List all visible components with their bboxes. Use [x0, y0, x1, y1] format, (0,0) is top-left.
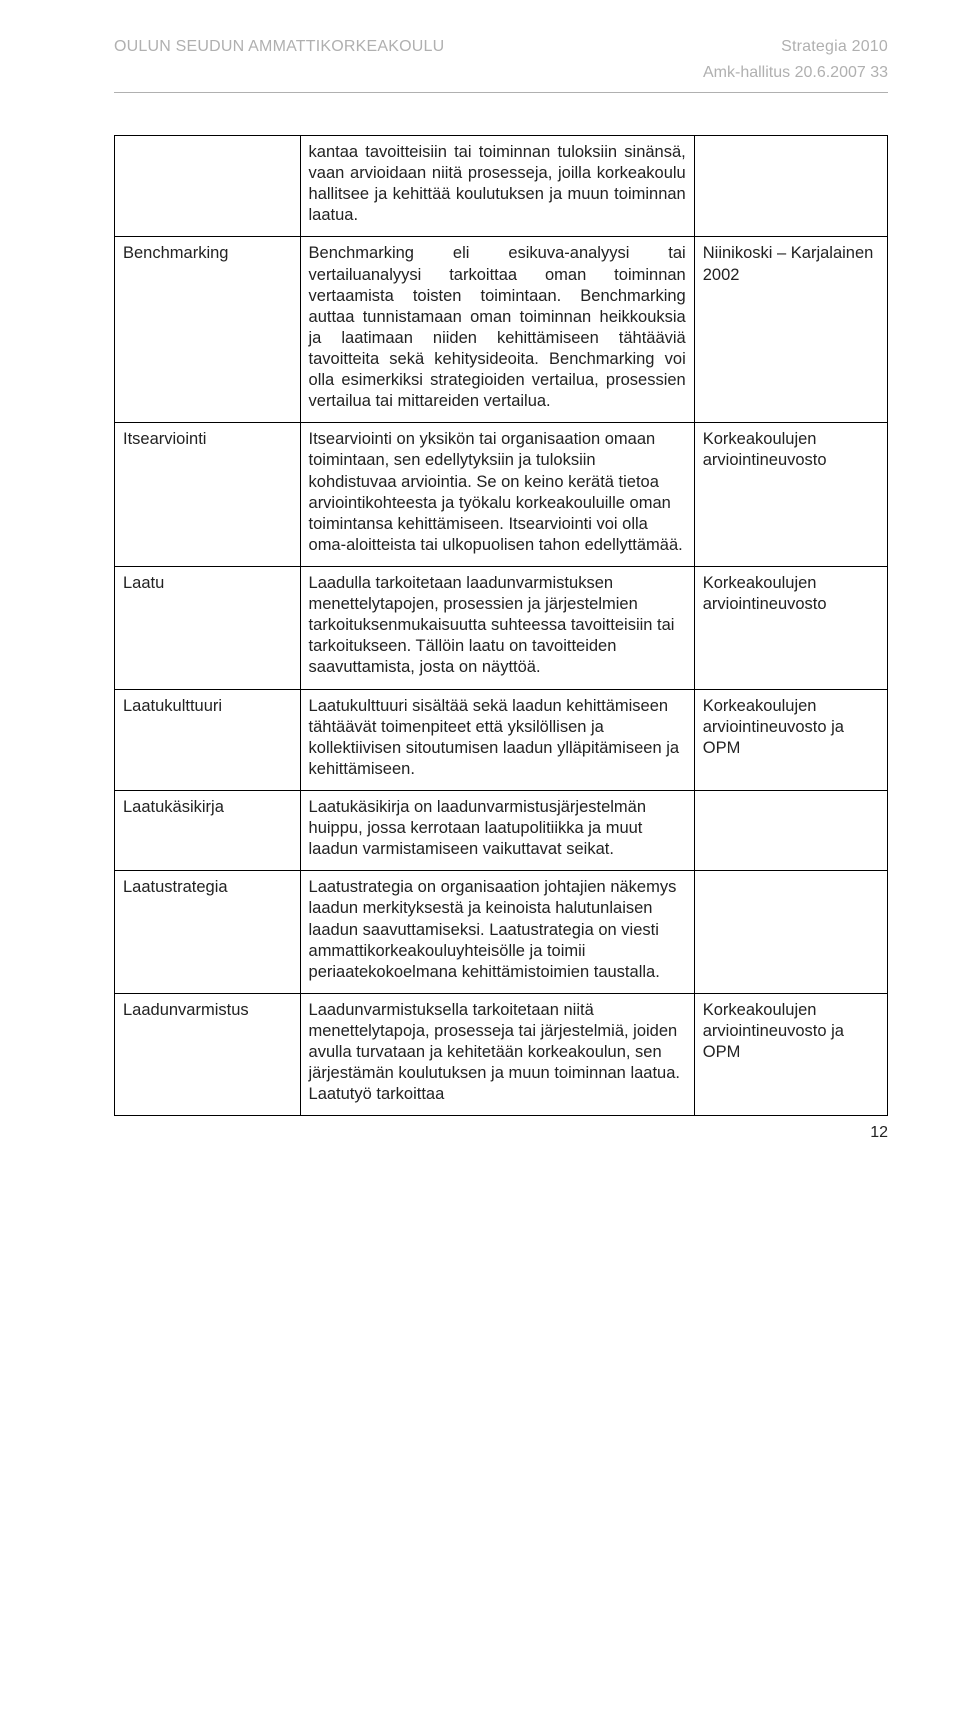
- term-cell: Laadunvarmistus: [115, 993, 301, 1116]
- page-number: 12: [870, 1124, 888, 1142]
- table-row: LaatukulttuuriLaatukulttuuri sisältää se…: [115, 689, 888, 790]
- definition-cell: Laatukäsikirja on laadunvarmistusjärjest…: [300, 790, 694, 870]
- header-subline: Amk-hallitus 20.6.2007 33: [703, 64, 888, 82]
- term-cell: Laatukulttuuri: [115, 689, 301, 790]
- definition-cell: Benchmarking eli esikuva-analyysi tai ve…: [300, 237, 694, 423]
- table-row: LaatuLaadulla tarkoitetaan laadunvarmist…: [115, 566, 888, 689]
- source-cell: Korkeakoulujen arviointineuvosto ja OPM: [694, 993, 887, 1116]
- source-cell: Korkeakoulujen arviointineuvosto ja OPM: [694, 689, 887, 790]
- table-row: LaatustrategiaLaatustrategia on organisa…: [115, 871, 888, 994]
- definition-cell: Laatustrategia on organisaation johtajie…: [300, 871, 694, 994]
- term-cell: Benchmarking: [115, 237, 301, 423]
- source-cell: [694, 790, 887, 870]
- table-row: BenchmarkingBenchmarking eli esikuva-ana…: [115, 237, 888, 423]
- header-right: Strategia 2010: [781, 38, 888, 56]
- glossary-table: kantaa tavoitteisiin tai toiminnan tulok…: [114, 135, 888, 1116]
- source-cell: [694, 136, 887, 237]
- definition-cell: Itsearviointi on yksikön tai organisaati…: [300, 423, 694, 567]
- source-cell: Korkeakoulujen arviointineuvosto: [694, 423, 887, 567]
- term-cell: Itsearviointi: [115, 423, 301, 567]
- source-cell: [694, 871, 887, 994]
- source-cell: Niinikoski – Karjalainen 2002: [694, 237, 887, 423]
- table-row: LaatukäsikirjaLaatukäsikirja on laadunva…: [115, 790, 888, 870]
- table-row: LaadunvarmistusLaadunvarmistuksella tark…: [115, 993, 888, 1116]
- definition-cell: Laadunvarmistuksella tarkoitetaan niitä …: [300, 993, 694, 1116]
- table-row: ItsearviointiItsearviointi on yksikön ta…: [115, 423, 888, 567]
- header-rule: [114, 92, 888, 93]
- term-cell: [115, 136, 301, 237]
- term-cell: Laatukäsikirja: [115, 790, 301, 870]
- definition-cell: kantaa tavoitteisiin tai toiminnan tulok…: [300, 136, 694, 237]
- definition-cell: Laadulla tarkoitetaan laadunvarmistuksen…: [300, 566, 694, 689]
- source-cell: Korkeakoulujen arviointineuvosto: [694, 566, 887, 689]
- definition-cell: Laatukulttuuri sisältää sekä laadun kehi…: [300, 689, 694, 790]
- term-cell: Laatu: [115, 566, 301, 689]
- table-row: kantaa tavoitteisiin tai toiminnan tulok…: [115, 136, 888, 237]
- header-left: OULUN SEUDUN AMMATTIKORKEAKOULU: [114, 38, 444, 56]
- term-cell: Laatustrategia: [115, 871, 301, 994]
